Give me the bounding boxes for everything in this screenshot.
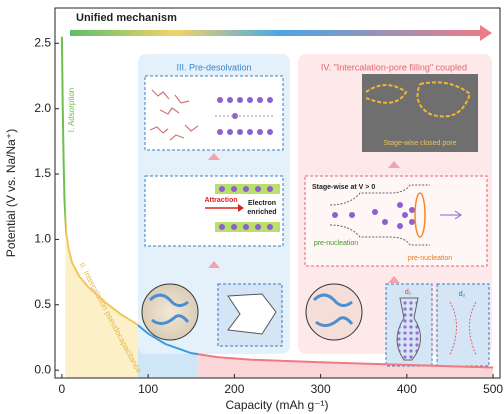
annotation: enriched [247, 209, 276, 216]
y-tick-label: 1.0 [34, 232, 51, 246]
annotation: pre-nucleation [314, 240, 358, 247]
region-label: III. Pre-desolvation [176, 62, 251, 72]
y-tick-label: 0.0 [34, 362, 51, 376]
annotation: d₂ [459, 291, 466, 298]
y-tick-label: 2.0 [34, 101, 51, 115]
y-tick-label: 2.5 [34, 35, 51, 49]
region-label: I. Adsorption [67, 88, 76, 132]
x-tick-label: 400 [397, 382, 417, 396]
annotation: Electron [248, 200, 276, 207]
y-tick-label: 0.5 [34, 297, 51, 311]
annotation: Attraction [204, 197, 237, 204]
x-tick-label: 100 [138, 382, 158, 396]
x-tick-label: 0 [59, 382, 66, 396]
carbon-particle [142, 284, 198, 340]
x-axis-label: Capacity (mAh g⁻¹) [225, 398, 328, 412]
chart: Unified mechanism III. Pre-desolvation I… [0, 0, 504, 414]
y-axis-label: Potential (V vs. Na/Na⁺) [4, 129, 18, 257]
annotation: pre-nucleation [408, 255, 452, 262]
mechanism-arrow [70, 25, 492, 41]
annotation: Stage-wise at V > 0 [312, 184, 375, 191]
y-tick-label: 1.5 [34, 166, 51, 180]
annotation: d₁ [405, 289, 412, 296]
x-tick-label: 300 [311, 382, 331, 396]
x-tick-label: 200 [224, 382, 244, 396]
mechanism-title: Unified mechanism [76, 12, 177, 24]
x-tick-label: 500 [483, 382, 503, 396]
annotation: Stage-wise closed pore [384, 140, 457, 147]
carbon-particle [306, 284, 362, 340]
region-label: IV. "Intercalation-pore filling" coupled [321, 62, 467, 72]
